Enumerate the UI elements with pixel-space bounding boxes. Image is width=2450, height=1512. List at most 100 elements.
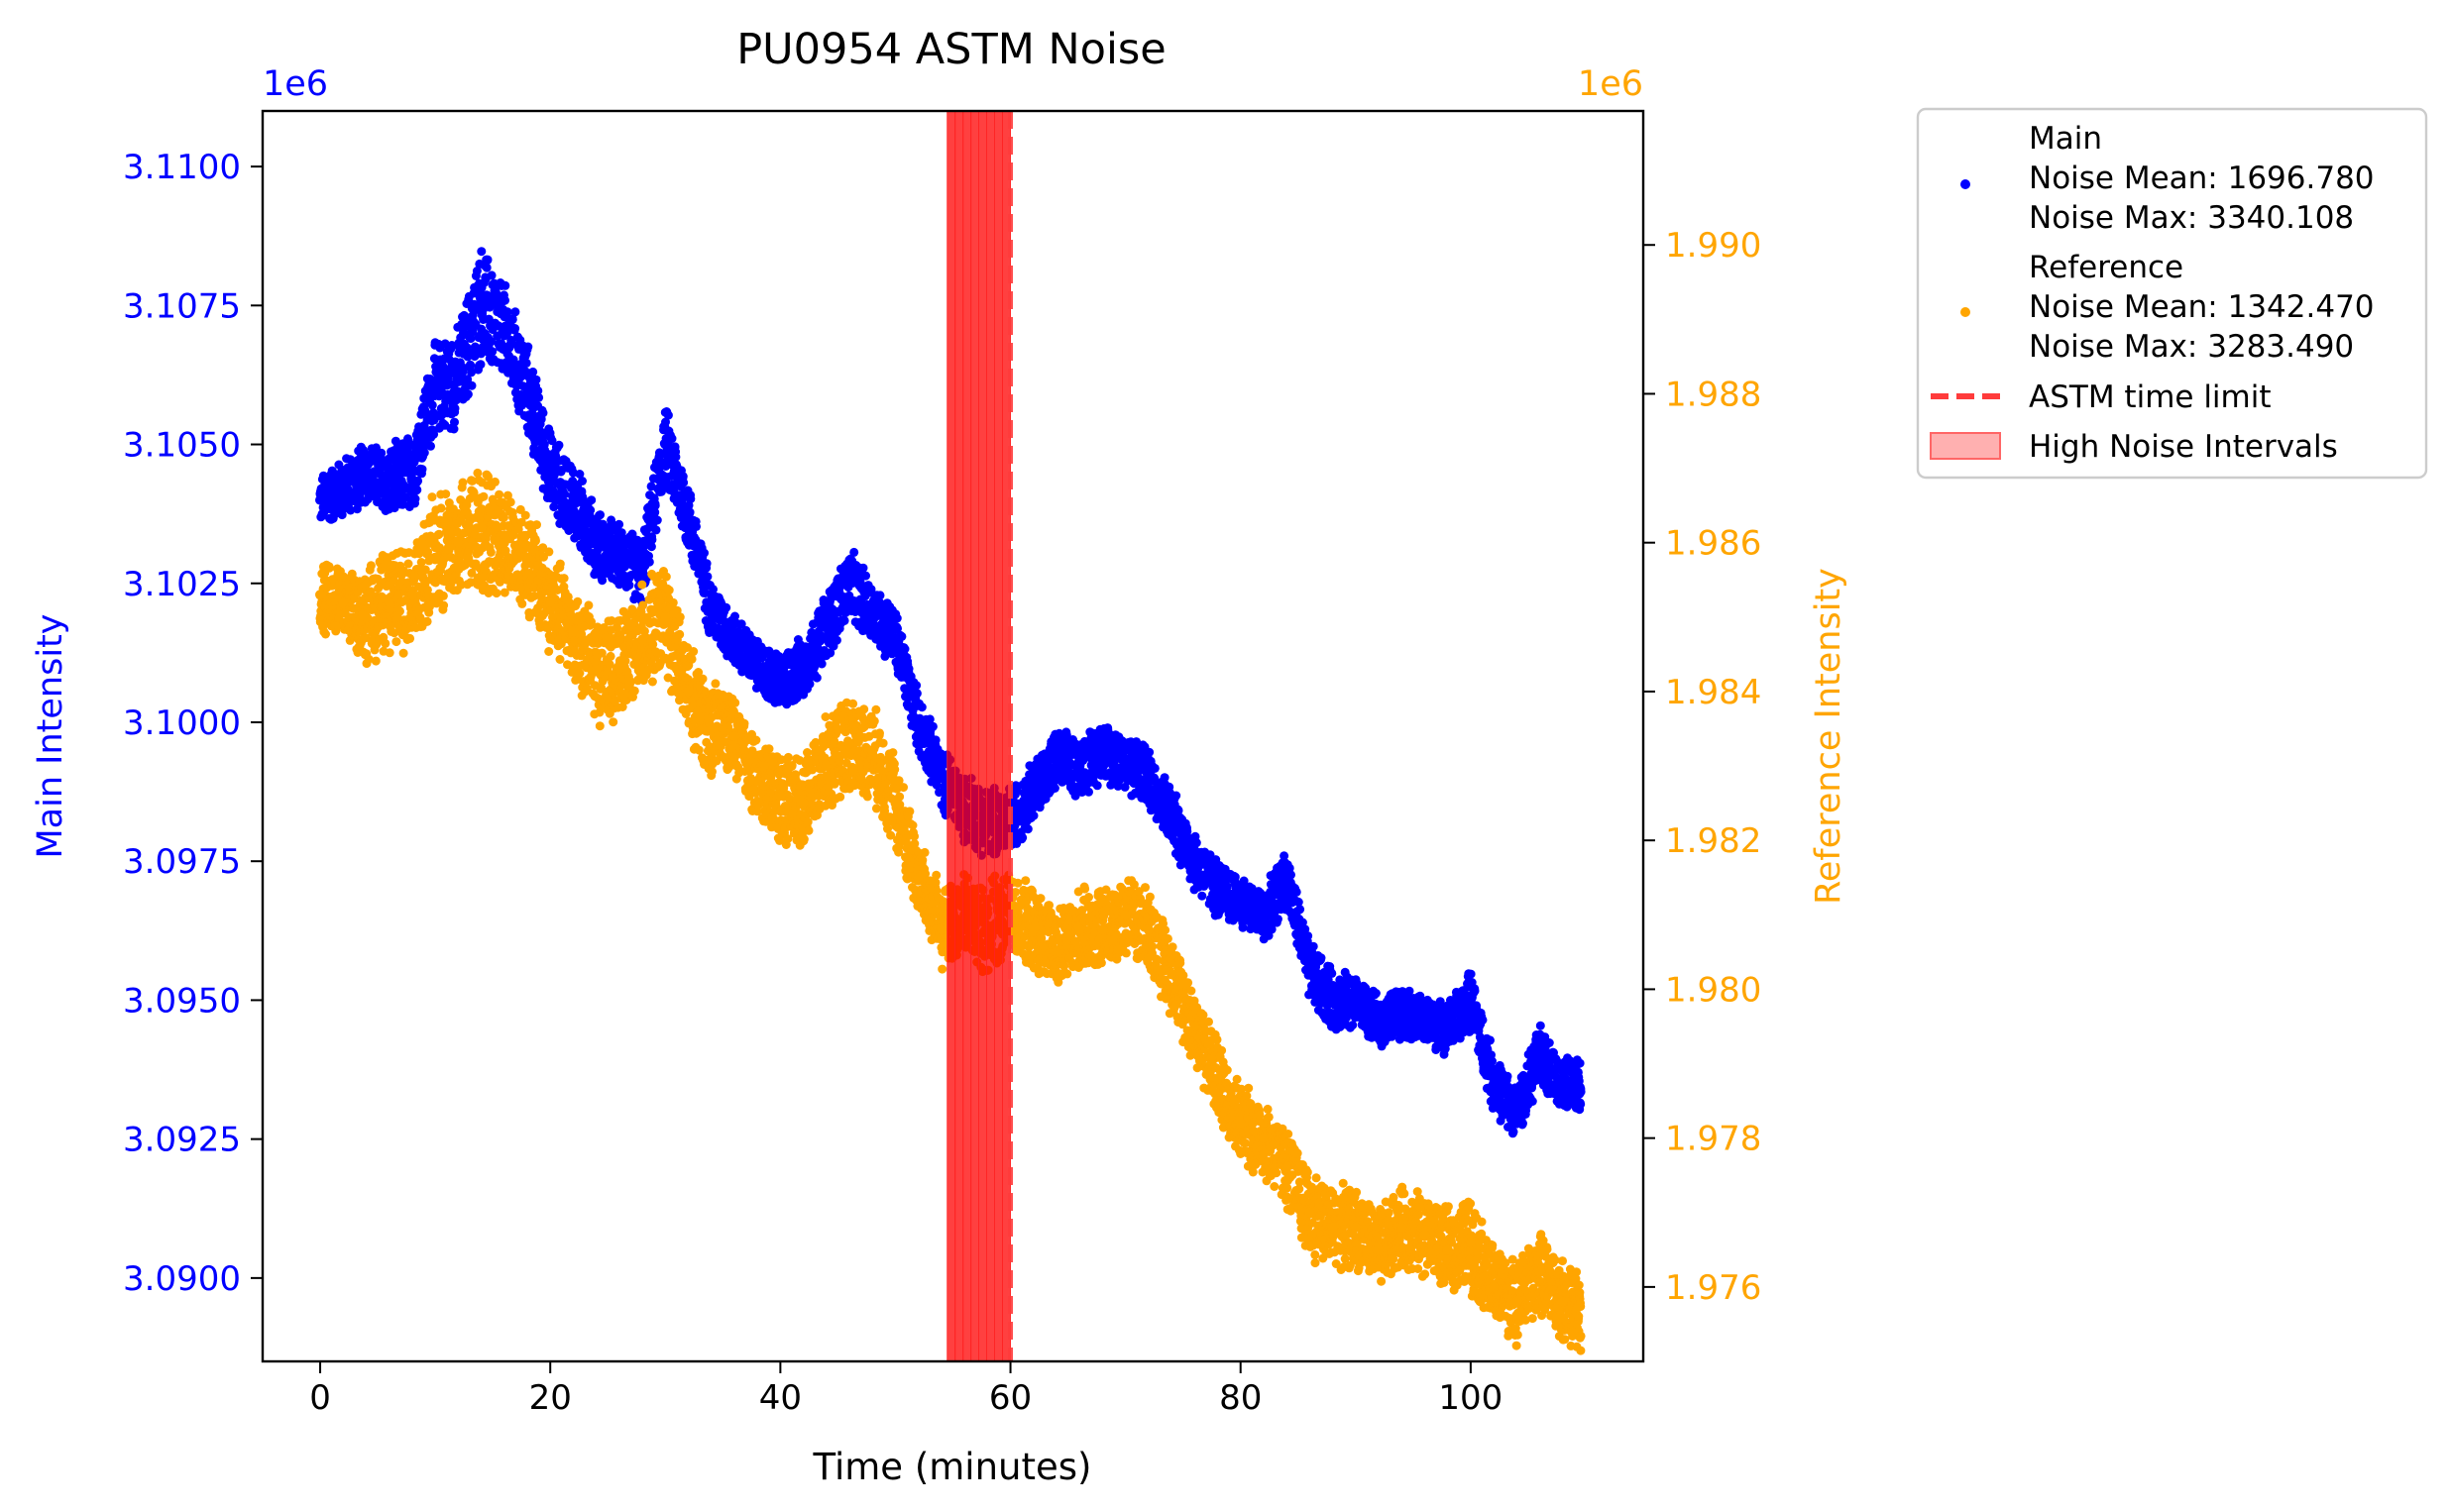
series-main-sample bbox=[1097, 745, 1108, 755]
series-main-point bbox=[578, 477, 587, 486]
series-main-point bbox=[849, 547, 859, 557]
series-main-points bbox=[315, 247, 1586, 1138]
series-main-point bbox=[912, 689, 922, 699]
series-main-point bbox=[426, 441, 435, 451]
series-main-point bbox=[449, 424, 459, 434]
series-main-sample bbox=[1304, 967, 1315, 978]
series-main-point bbox=[1197, 891, 1207, 901]
series-main-point bbox=[472, 267, 482, 275]
series-main-point bbox=[702, 559, 712, 569]
series-main-sample bbox=[1327, 995, 1338, 1006]
series-main-point bbox=[397, 499, 407, 509]
series-main-point bbox=[1466, 969, 1476, 979]
series-main-point bbox=[1150, 763, 1160, 773]
series-main-sample bbox=[637, 567, 648, 578]
series-main-point bbox=[467, 380, 477, 390]
series-main-point bbox=[554, 440, 564, 450]
series-main-point bbox=[538, 408, 548, 418]
series-main-point bbox=[1308, 941, 1318, 951]
series-main-point bbox=[487, 337, 497, 347]
series-main-point bbox=[528, 367, 538, 377]
series-main-point bbox=[412, 485, 422, 494]
series-main-point bbox=[483, 255, 493, 265]
series-main-point bbox=[900, 644, 910, 654]
series-main-point bbox=[1092, 781, 1102, 791]
series-main-sample bbox=[706, 605, 717, 616]
series-main-point bbox=[722, 602, 731, 612]
series-main-point bbox=[1478, 1015, 1488, 1025]
series-main-sample bbox=[361, 467, 372, 478]
series-main-point bbox=[839, 615, 849, 625]
series-main-point bbox=[1518, 1119, 1527, 1129]
series-main-sample bbox=[384, 478, 394, 488]
series-main-point bbox=[450, 403, 460, 413]
series-main-point bbox=[1470, 986, 1480, 996]
series-main-point bbox=[560, 489, 570, 499]
series-main-sample bbox=[406, 467, 417, 478]
series-main-point bbox=[1348, 1021, 1358, 1030]
series-main-point bbox=[703, 572, 713, 582]
series-main-point bbox=[510, 324, 520, 333]
series-main-sample bbox=[1212, 884, 1223, 895]
series-main-point bbox=[510, 307, 520, 317]
series-main-point bbox=[614, 519, 624, 529]
series-main-sample bbox=[1189, 856, 1200, 867]
series-main-point bbox=[476, 360, 486, 370]
series-main-point bbox=[482, 263, 492, 272]
series-main-sample bbox=[338, 484, 349, 494]
series-main-sample bbox=[1167, 811, 1177, 822]
series-main-point bbox=[1145, 747, 1155, 757]
series-main-point bbox=[1527, 1097, 1537, 1106]
series-main-sample bbox=[1143, 773, 1154, 784]
series-main-sample bbox=[1074, 761, 1085, 772]
series-main-point bbox=[805, 679, 815, 689]
series-main-sample bbox=[798, 661, 809, 672]
series-main-point bbox=[596, 510, 605, 520]
series-main-point bbox=[1486, 1035, 1495, 1045]
series-main-point bbox=[1023, 824, 1033, 834]
series-main-point bbox=[652, 515, 662, 525]
series-main-point bbox=[1535, 1021, 1545, 1030]
series-main-sample bbox=[1258, 912, 1269, 922]
series-main-point bbox=[651, 525, 661, 535]
series-main-point bbox=[931, 735, 941, 745]
series-main-point bbox=[1291, 887, 1301, 897]
series-main-point bbox=[413, 476, 423, 486]
series-main-point bbox=[523, 342, 533, 352]
series-main-point bbox=[663, 410, 673, 420]
series-main-sample bbox=[936, 773, 947, 784]
series-main-point bbox=[521, 358, 531, 368]
series-main-point bbox=[534, 392, 544, 402]
series-main-point bbox=[650, 500, 660, 510]
series-main-point bbox=[346, 505, 356, 515]
series-main-point bbox=[1273, 915, 1282, 924]
series-main-point bbox=[679, 478, 689, 487]
series-main-point bbox=[1371, 989, 1381, 998]
series-main-point bbox=[1050, 784, 1059, 793]
series-main-point bbox=[892, 613, 902, 623]
series-main-point bbox=[1191, 838, 1201, 848]
series-main-point bbox=[1018, 832, 1028, 842]
series-main-point bbox=[494, 321, 503, 331]
series-main-sample bbox=[913, 717, 924, 727]
series-main-sample bbox=[476, 300, 487, 311]
series-main-point bbox=[419, 448, 429, 458]
series-main-point bbox=[467, 368, 476, 378]
series-main-point bbox=[904, 664, 914, 674]
series-main-sample bbox=[683, 511, 694, 522]
series-main-sample bbox=[821, 622, 832, 633]
series-main-point bbox=[861, 571, 870, 581]
series-main-point bbox=[1503, 1071, 1512, 1081]
series-main-point bbox=[832, 635, 841, 645]
series-main-sample bbox=[728, 633, 739, 644]
series-main-point bbox=[466, 361, 476, 371]
series-main-point bbox=[1238, 922, 1248, 932]
series-main-point bbox=[450, 417, 459, 427]
series-main-sample bbox=[522, 383, 532, 394]
series-main-sample bbox=[545, 467, 556, 478]
series-main-point bbox=[1295, 905, 1305, 915]
series-main-sample bbox=[775, 678, 786, 689]
series-main-sample bbox=[1052, 756, 1061, 767]
series-main-sample bbox=[1235, 895, 1246, 906]
series-main-point bbox=[1303, 931, 1313, 941]
